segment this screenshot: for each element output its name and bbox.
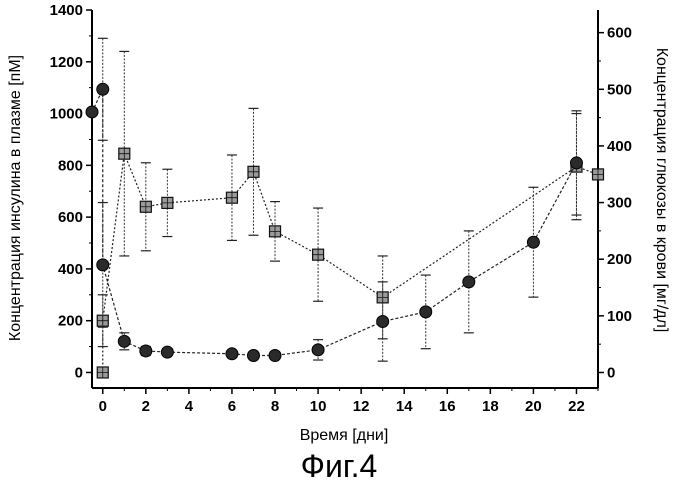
series-circle [85, 37, 583, 362]
square-marker-cross [269, 225, 281, 237]
circle-marker [462, 275, 476, 289]
right-y-tick-label: 600 [607, 25, 632, 42]
right-axis-title: Концентрация глюкозы в крови [мг/дл] [653, 48, 670, 333]
left-axis-title: Концентрация инсулина в плазме [пМ] [7, 55, 24, 341]
series-square [96, 50, 605, 379]
square-series-line [102, 151, 599, 373]
square-marker-cross [97, 315, 109, 327]
square-marker-cross [312, 249, 324, 261]
circle-marker [569, 156, 583, 170]
axes [91, 10, 599, 389]
x-tick-label: 10 [310, 398, 327, 415]
circle-marker [160, 345, 174, 359]
circle-marker [96, 82, 110, 96]
circle-marker [526, 235, 540, 249]
right-y-tick-label: 100 [607, 308, 632, 325]
circle-marker [225, 347, 239, 361]
left-y-tick-label: 800 [58, 157, 83, 174]
chart: 0 2 4 6 8 10 12 14 16 18 20 22020040060080010001200… [7, 2, 670, 444]
right-y-tick-label: 0 [607, 364, 615, 381]
circle-marker [419, 305, 433, 319]
circle-marker [311, 343, 325, 357]
circle-marker [96, 258, 110, 272]
square-marker-cross [97, 366, 109, 378]
circle-marker [117, 334, 131, 348]
x-axis-title: Время [дни] [300, 427, 389, 444]
x-tick-label: 8 [271, 398, 279, 415]
circle-marker [85, 105, 99, 119]
left-y-tick-label: 600 [58, 209, 83, 226]
square-marker-cross [247, 166, 259, 178]
right-y-tick-label: 200 [607, 251, 632, 268]
right-y-tick-label: 300 [607, 195, 632, 212]
x-tick-label: 0 [99, 398, 107, 415]
left-y-tick-label: 0 [75, 364, 83, 381]
right-y-tick-label: 500 [607, 81, 632, 98]
circle-marker [139, 344, 153, 358]
ticks: 0 2 4 6 8 10 12 14 16 18 20 22020040060080010001200… [50, 2, 632, 415]
x-tick-label: 12 [353, 398, 370, 415]
left-y-tick-label: 1400 [50, 2, 83, 19]
x-tick-label: 2 [142, 398, 150, 415]
x-tick-label: 18 [482, 398, 499, 415]
x-tick-label: 20 [525, 398, 542, 415]
left-y-tick-label: 200 [58, 313, 83, 330]
right-y-tick-label: 400 [607, 138, 632, 155]
x-tick-label: 16 [439, 398, 456, 415]
circle-series-line [91, 89, 577, 357]
square-marker-cross [140, 201, 152, 213]
square-marker-cross [226, 192, 238, 204]
circle-marker [376, 315, 390, 329]
x-tick-label: 14 [396, 398, 413, 415]
x-tick-label: 6 [228, 398, 236, 415]
x-tick-label: 22 [568, 398, 585, 415]
circle-marker [268, 348, 282, 362]
figure-caption: Фиг.4 [300, 448, 378, 484]
left-y-tick-label: 1000 [50, 106, 83, 123]
square-marker-cross [592, 168, 604, 180]
left-y-tick-label: 1200 [50, 54, 83, 71]
circle-marker [246, 348, 260, 362]
x-tick-label: 4 [185, 398, 194, 415]
square-marker-cross [118, 148, 130, 160]
square-marker-cross [161, 197, 173, 209]
left-y-tick-label: 400 [58, 261, 83, 278]
